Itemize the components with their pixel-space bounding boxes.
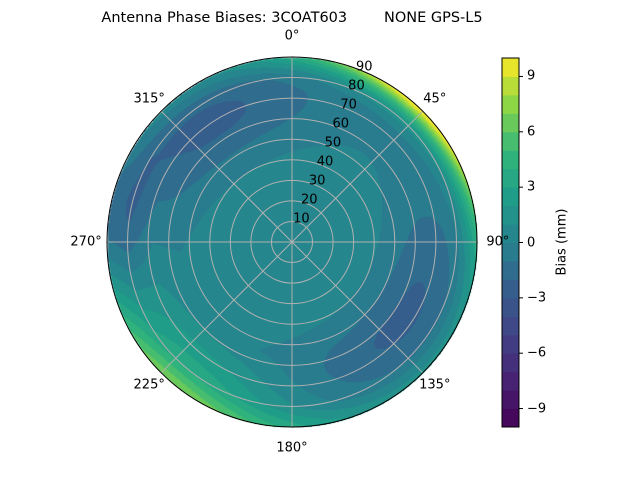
colorbar-band (502, 58, 519, 77)
colorbar-band (502, 353, 519, 373)
r-tick-label: 20 (300, 192, 318, 208)
theta-tick-label: 90° (486, 234, 510, 250)
polar-frame (106, 56, 478, 428)
colorbar-tick-label: 0 (527, 235, 536, 250)
colorbar-band (502, 94, 519, 114)
colorbar-band (502, 187, 519, 207)
theta-tick-label: 315° (133, 91, 165, 107)
colorbar-band (502, 168, 519, 188)
colorbar-tick-label: 3 (527, 179, 536, 195)
colorbar-band (502, 150, 519, 170)
r-tick-label: 60 (332, 116, 349, 132)
colorbar-band (502, 224, 519, 243)
theta-gridline (160, 110, 293, 243)
colorbar-band (502, 260, 519, 280)
theta-gridline (291, 110, 424, 243)
colorbar-band (502, 316, 519, 336)
chart-title: Antenna Phase Biases: 3COAT603 NONE GPS-… (101, 10, 483, 26)
colorbar-band (502, 76, 519, 96)
colorbar-tick-label: −9 (527, 401, 547, 417)
colorbar-band (502, 279, 519, 299)
r-tick-label: 10 (293, 211, 310, 227)
theta-tick-label: 135° (419, 377, 451, 393)
colorbar-band (502, 205, 519, 225)
colorbar-tick-label: 6 (527, 124, 536, 140)
theta-tick-label: 45° (423, 91, 447, 107)
theta-tick-label: 0° (284, 28, 300, 44)
theta-tick-label: 225° (133, 377, 165, 393)
theta-gridline (291, 241, 424, 374)
colorbar-tick-label: 9 (527, 68, 536, 84)
colorbar-band (502, 334, 519, 354)
theta-gridline (160, 241, 293, 374)
theta-tick-label: 270° (70, 234, 102, 250)
colorbar-band (502, 371, 519, 391)
r-tick-label: 80 (348, 78, 365, 94)
r-tick-label: 30 (308, 173, 326, 189)
colorbar-tick-label: −3 (527, 290, 547, 306)
theta-tick-label: 180° (276, 440, 308, 456)
colorbar-tick-label: −6 (527, 345, 547, 361)
colorbar-band (502, 390, 519, 410)
r-tick-label: 40 (316, 154, 334, 170)
colorbar-band (502, 242, 519, 262)
colorbar-band (502, 297, 519, 317)
r-tick-label: 50 (324, 135, 342, 151)
colorbar-band (502, 113, 519, 133)
colorbar-band (502, 131, 519, 151)
r-tick-label: 70 (340, 97, 357, 113)
colorbar-label: Bias (mm) (554, 208, 570, 276)
colorbar-band (502, 408, 519, 428)
r-tick-label: 90 (356, 59, 373, 75)
